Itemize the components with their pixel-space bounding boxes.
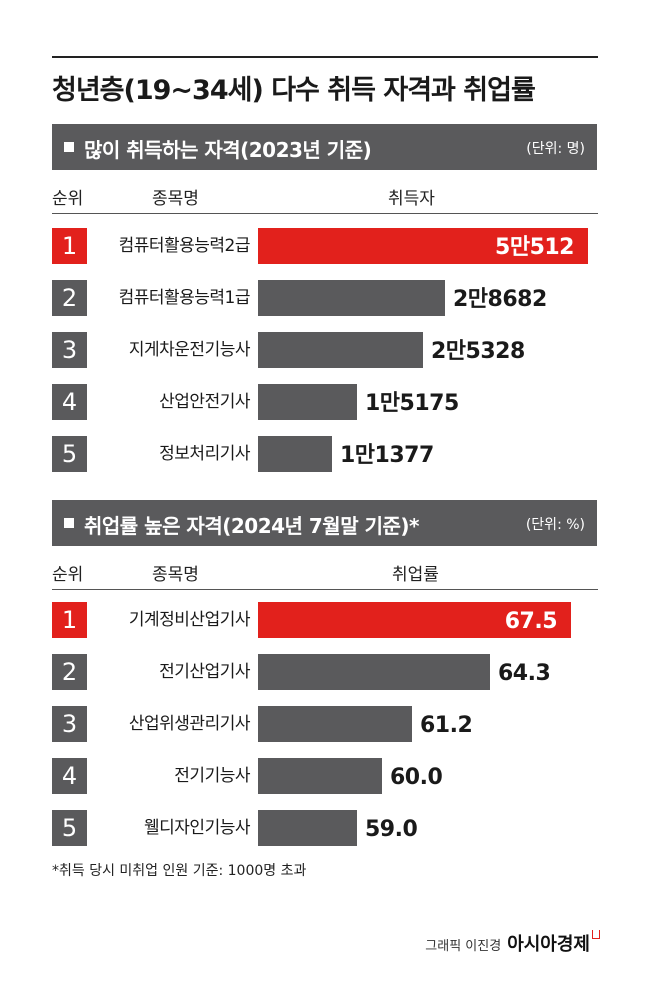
- rank-badge: 1: [52, 602, 87, 638]
- value-label: 2만8682: [453, 287, 547, 312]
- category-label: 컴퓨터활용능력1급: [118, 288, 251, 308]
- bar: [258, 602, 571, 638]
- top-rule: [52, 56, 598, 58]
- rank-badge: 4: [52, 384, 87, 420]
- column-header-value: 취업률: [392, 565, 439, 585]
- column-header-value: 취득자: [388, 189, 435, 209]
- bar: [258, 280, 445, 316]
- publisher-logo: 아시아경제: [507, 934, 590, 955]
- value-label: 1만5175: [365, 391, 459, 416]
- value-label: 61.2: [420, 713, 473, 738]
- value-label: 2만5328: [431, 339, 525, 364]
- category-label: 전기산업기사: [159, 662, 250, 682]
- column-header-rank: 순위: [52, 189, 84, 209]
- publisher-mark-icon: [592, 930, 600, 939]
- bar: [258, 758, 382, 794]
- category-label: 기계정비산업기사: [128, 610, 251, 630]
- credit: 그래픽 이진경 아시아경제: [425, 930, 600, 956]
- bullet-square-icon: [64, 142, 74, 152]
- category-label: 웰디자인기능사: [144, 818, 250, 838]
- bar: [258, 332, 423, 368]
- bar: [258, 384, 357, 420]
- rank-badge: 2: [52, 280, 87, 316]
- value-label: 59.0: [365, 817, 418, 842]
- bar: [258, 706, 412, 742]
- section-header-employment: 취업률 높은 자격(2024년 7월말 기준)* (단위: %): [52, 500, 597, 546]
- rank-badge: 4: [52, 758, 87, 794]
- rank-badge: 3: [52, 706, 87, 742]
- value-label: 1만1377: [340, 443, 434, 468]
- footnote: *취득 당시 미취업 인원 기준: 1000명 초과: [52, 863, 307, 879]
- bar: [258, 654, 490, 690]
- column-header-name: 종목명: [152, 565, 199, 585]
- rank-badge: 5: [52, 810, 87, 846]
- rank-badge: 3: [52, 332, 87, 368]
- rank-badge: 2: [52, 654, 87, 690]
- unit-label: (단위: 명): [526, 141, 585, 157]
- category-label: 전기기능사: [174, 766, 250, 786]
- category-label: 산업안전기사: [159, 392, 250, 412]
- value-label: 64.3: [498, 661, 551, 686]
- unit-label: (단위: %): [525, 517, 585, 533]
- bar: [258, 436, 332, 472]
- value-label: 67.5: [504, 609, 558, 634]
- category-label: 산업위생관리기사: [128, 714, 251, 734]
- rank-badge: 5: [52, 436, 87, 472]
- value-label: 60.0: [390, 765, 443, 790]
- category-label: 정보처리기사: [159, 444, 250, 464]
- rank-badge: 1: [52, 228, 87, 264]
- chart-title: 많이 취득하는 자격(2023년 기준): [84, 138, 372, 162]
- category-label: 컴퓨터활용능력2급: [118, 236, 251, 256]
- column-header-name: 종목명: [152, 189, 199, 209]
- page-title: 청년층(19~34세) 다수 취득 자격과 취업률: [52, 75, 536, 106]
- bar: [258, 228, 588, 264]
- column-rule: [52, 213, 598, 214]
- section-header-acquisition: 많이 취득하는 자격(2023년 기준) (단위: 명): [52, 124, 597, 170]
- bar: [258, 810, 357, 846]
- column-header-rank: 순위: [52, 565, 84, 585]
- category-label: 지게차운전기능사: [128, 340, 251, 360]
- chart-title: 취업률 높은 자격(2024년 7월말 기준)*: [84, 514, 419, 538]
- bullet-square-icon: [64, 518, 74, 528]
- column-rule: [52, 589, 598, 590]
- value-label: 5만512: [495, 235, 574, 260]
- graphic-credit: 그래픽 이진경: [425, 939, 502, 954]
